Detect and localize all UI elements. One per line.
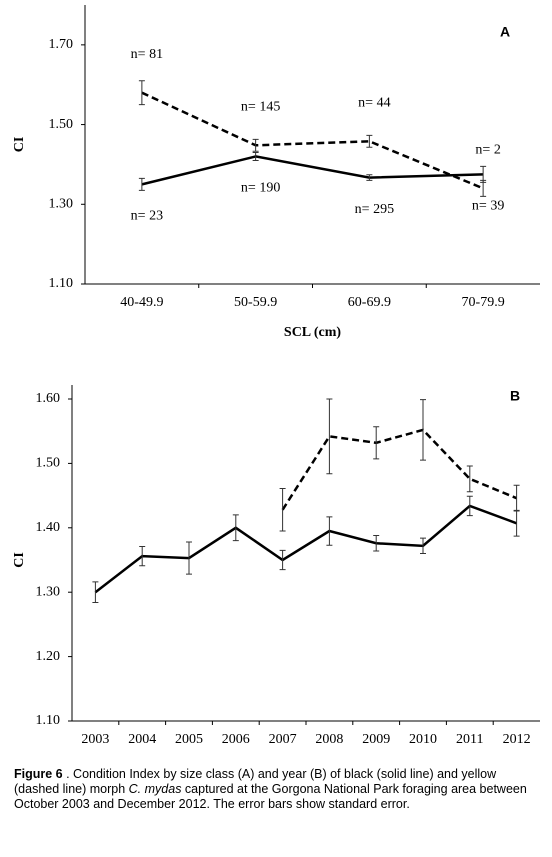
error-bar xyxy=(232,514,239,542)
n-label: n= 2 xyxy=(475,143,500,158)
n-label: n= 190 xyxy=(241,181,280,196)
x-tick-label: 2003 xyxy=(81,732,109,747)
error-bar xyxy=(252,151,259,161)
y-tick-label: 1.30 xyxy=(36,584,61,599)
y-tick-label: 1.30 xyxy=(49,197,74,212)
error-bar xyxy=(252,138,259,152)
caption-label: Figure 6 xyxy=(14,767,63,781)
n-label: n= 39 xyxy=(472,199,504,214)
error-bar xyxy=(139,545,146,567)
error-bar xyxy=(92,581,99,604)
x-tick-label: 2011 xyxy=(456,732,483,747)
y-tick-label: 1.50 xyxy=(36,456,61,471)
x-tick-label: 2007 xyxy=(269,732,297,747)
y-tick-label: 1.70 xyxy=(49,37,74,52)
x-tick-label: 50-59.9 xyxy=(234,295,277,310)
x-axis-label: SCL (cm) xyxy=(284,325,342,340)
y-axis-label: CI xyxy=(12,552,27,568)
series-line xyxy=(141,155,484,186)
x-tick-label: 2010 xyxy=(409,732,437,747)
error-bar xyxy=(326,398,333,475)
n-label: n= 81 xyxy=(131,47,163,62)
error-bar xyxy=(279,488,286,532)
n-label: n= 44 xyxy=(358,96,390,111)
series-line xyxy=(141,91,484,190)
error-bar xyxy=(366,174,373,181)
caption-text: captured at the Gorgona National Park fo… xyxy=(14,782,527,811)
caption: Figure 6 . Condition Index by size class… xyxy=(14,767,539,812)
figure: 1.10 1.30 1.50 1.70 40-49.9 50-59.9 60-69.9 70-… xyxy=(12,5,540,747)
x-tick-label: 60-69.9 xyxy=(348,295,391,310)
error-bar xyxy=(466,495,473,517)
n-label: n= 23 xyxy=(131,209,163,224)
y-tick-label: 1.20 xyxy=(36,649,61,664)
x-tick-label: 70-79.9 xyxy=(462,295,505,310)
x-tick-label: 2012 xyxy=(503,732,531,747)
error-bar xyxy=(138,80,145,106)
x-tick-label: 2006 xyxy=(222,732,250,747)
panel-label: A xyxy=(500,24,510,40)
error-bar xyxy=(466,465,473,493)
caption-text: . Condition Index by size class (A) and … xyxy=(14,767,497,796)
x-tick-label: 40-49.9 xyxy=(120,295,163,310)
n-label: n= 145 xyxy=(241,100,280,115)
y-tick-label: 1.50 xyxy=(49,117,74,132)
caption-species: C. mydas xyxy=(128,782,182,796)
y-tick-label: 1.40 xyxy=(36,520,61,535)
error-bar xyxy=(513,484,520,512)
error-bar xyxy=(420,399,426,461)
panel-label: B xyxy=(510,388,520,404)
n-label: n= 295 xyxy=(355,202,394,217)
x-tick-label: 2004 xyxy=(128,732,156,747)
y-tick-label: 1.60 xyxy=(36,391,61,406)
series-line xyxy=(94,504,518,594)
error-bar xyxy=(373,426,380,460)
x-tick-label: 2005 xyxy=(175,732,203,747)
x-tick-label: 2008 xyxy=(315,732,343,747)
error-bar xyxy=(420,537,426,555)
error-bar xyxy=(138,177,145,191)
y-tick-label: 1.10 xyxy=(49,276,74,291)
x-tick-label: 2009 xyxy=(362,732,390,747)
y-axis-label: CI xyxy=(12,137,27,153)
error-bar xyxy=(366,134,373,148)
y-tick-label: 1.10 xyxy=(36,713,61,728)
error-bar xyxy=(279,549,286,571)
error-bar xyxy=(326,516,333,546)
error-bar xyxy=(186,541,192,575)
error-bar xyxy=(373,535,380,552)
error-bar xyxy=(480,179,487,197)
series-line xyxy=(281,428,518,511)
